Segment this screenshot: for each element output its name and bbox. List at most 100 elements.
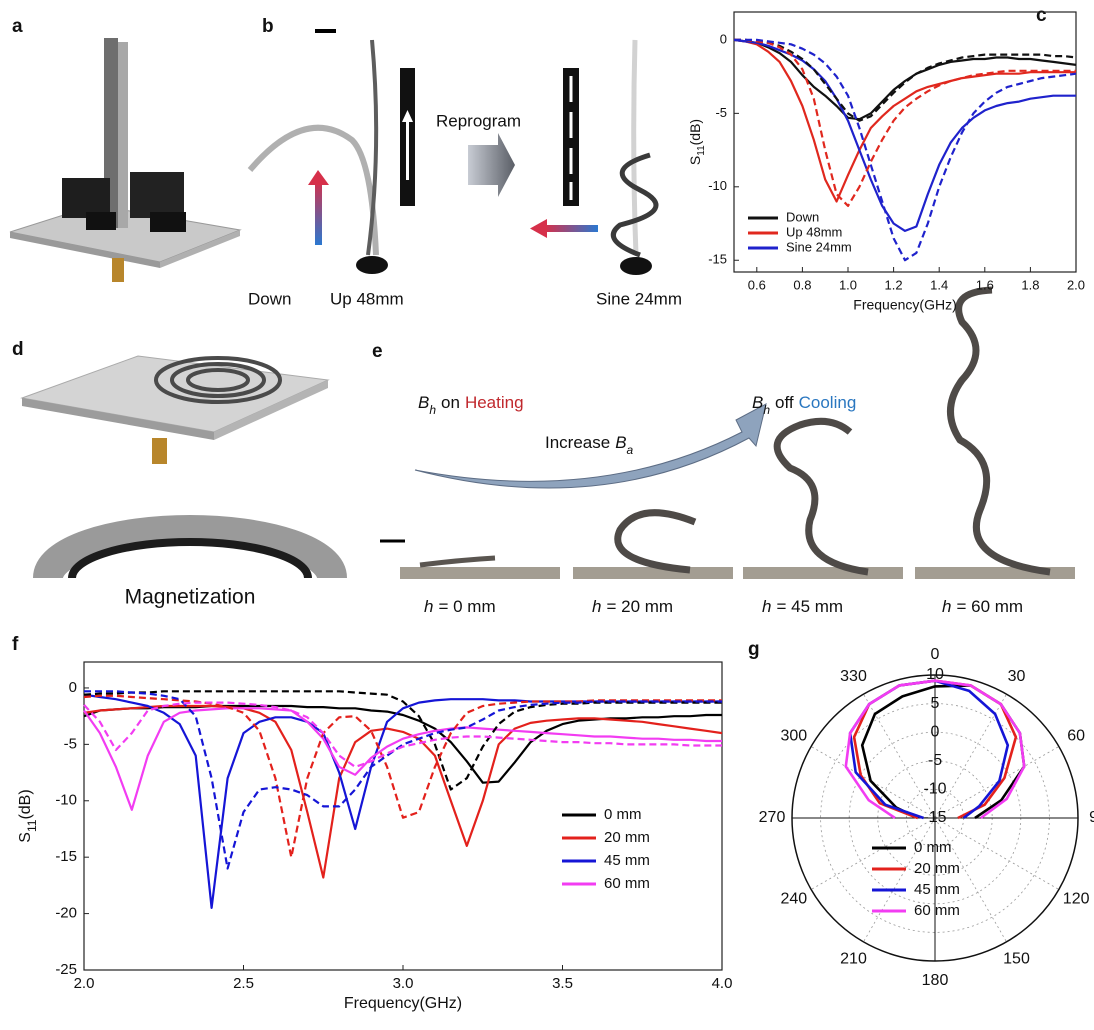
r-tick-label: 0	[931, 723, 940, 740]
caption: h = 0 mm	[424, 597, 496, 616]
y-tick-label: 0	[69, 679, 77, 696]
theta-grid	[864, 694, 936, 818]
figure: a b c d e f g Down Up 48mm	[0, 0, 1094, 1030]
text: = 20 mm	[606, 597, 673, 616]
caption: h = 20 mm	[592, 597, 673, 616]
y-axis-label: S11(dB)	[17, 789, 39, 842]
symbol: h	[592, 597, 601, 616]
text: off	[775, 393, 794, 412]
legend-label: Down	[786, 209, 819, 224]
state: Cooling	[799, 393, 857, 412]
theta-tick-label: 30	[1008, 668, 1026, 685]
y-axis-label-sub: 11	[696, 145, 707, 156]
legend-label: 0 mm	[604, 806, 642, 823]
series-line	[734, 40, 1076, 231]
x-tick-label: 1.0	[839, 277, 857, 292]
theta-grid	[935, 818, 1007, 942]
r-tick-label: -5	[928, 752, 942, 769]
symbol: B	[615, 433, 626, 452]
legend-label: Sine 24mm	[786, 239, 852, 254]
panel-label: f	[12, 634, 19, 655]
y-tick-label: -15	[708, 252, 727, 267]
symbol: h	[424, 597, 433, 616]
legend-label: Up 48mm	[786, 224, 842, 239]
y-axis-label-main: S	[687, 156, 703, 165]
r-tick-label: -15	[923, 809, 946, 826]
state: Heating	[465, 393, 524, 412]
y-tick-label: -10	[708, 178, 727, 193]
x-tick-label: 1.2	[885, 277, 903, 292]
symbol: B	[418, 393, 429, 412]
theta-tick-label: 60	[1067, 728, 1085, 745]
r-tick-label: -10	[923, 781, 946, 798]
r-tick-label: 5	[931, 695, 940, 712]
subscript: h	[429, 403, 436, 417]
y-tick-label: -10	[55, 792, 77, 809]
series-line	[84, 706, 722, 783]
x-tick-label: 3.0	[393, 975, 414, 992]
text: Increase	[545, 433, 610, 452]
caption: Up 48mm	[330, 289, 404, 308]
subscript: h	[763, 403, 770, 417]
legend-label: 0 mm	[914, 839, 952, 856]
caption: Sine 24mm	[596, 289, 682, 308]
text: = 45 mm	[776, 597, 843, 616]
y-tick-label: 0	[720, 31, 727, 46]
legend-label: 60 mm	[604, 875, 650, 892]
panel-label: g	[748, 639, 760, 660]
series-line	[734, 40, 1076, 202]
y-tick-label: -5	[64, 735, 77, 752]
y-axis-label-unit: (dB)	[687, 119, 703, 145]
helix-illustration	[380, 290, 1075, 579]
legend-label: 45 mm	[604, 852, 650, 869]
x-tick-label: 1.8	[1021, 277, 1039, 292]
caption: Increase Ba	[545, 433, 634, 457]
x-tick-label: 0.6	[748, 277, 766, 292]
x-tick-label: 2.5	[233, 975, 254, 992]
y-tick-label: -15	[55, 848, 77, 865]
x-tick-label: 1.6	[976, 277, 994, 292]
theta-tick-label: 240	[780, 891, 807, 908]
y-axis-label-sub: 11	[25, 819, 39, 832]
caption: Reprogram	[436, 111, 521, 130]
subscript: a	[627, 443, 634, 457]
theta-tick-label: 120	[1063, 891, 1090, 908]
theta-grid	[864, 818, 936, 942]
x-tick-label: 2.0	[74, 975, 95, 992]
legend-label: 45 mm	[914, 881, 960, 898]
panel-label: e	[372, 341, 383, 362]
x-tick-label: 1.4	[930, 277, 948, 292]
symbol: h	[762, 597, 771, 616]
text: on	[441, 393, 460, 412]
x-axis-label: Frequency(GHz)	[853, 297, 956, 313]
text: = 0 mm	[438, 597, 495, 616]
x-tick-label: 0.8	[793, 277, 811, 292]
panel-label: d	[12, 339, 24, 360]
legend-label: 20 mm	[914, 860, 960, 877]
theta-tick-label: 270	[759, 809, 786, 826]
panel-label: c	[1036, 5, 1047, 26]
x-tick-label: 2.0	[1067, 277, 1085, 292]
symbol: B	[752, 393, 763, 412]
x-axis-label: Frequency(GHz)	[344, 995, 462, 1012]
y-tick-label: -20	[55, 905, 77, 922]
legend-label: 20 mm	[604, 829, 650, 846]
theta-tick-label: 150	[1003, 950, 1030, 967]
caption: h = 45 mm	[762, 597, 843, 616]
panel-label: a	[12, 16, 23, 37]
y-axis-label-unit: (dB)	[17, 789, 34, 819]
series-line	[734, 40, 1076, 206]
theta-tick-label: 180	[922, 972, 949, 989]
panel-label: b	[262, 16, 274, 37]
theta-tick-label: 210	[840, 950, 867, 967]
caption: Magnetization	[125, 586, 256, 609]
caption: h = 60 mm	[942, 597, 1023, 616]
theta-tick-label: 300	[780, 728, 807, 745]
y-tick-label: -5	[715, 105, 727, 120]
caption: Bhon Heating	[418, 393, 524, 417]
theta-tick-label: 330	[840, 668, 867, 685]
symbol: h	[942, 597, 951, 616]
theta-grid	[935, 818, 1059, 890]
text: = 60 mm	[956, 597, 1023, 616]
